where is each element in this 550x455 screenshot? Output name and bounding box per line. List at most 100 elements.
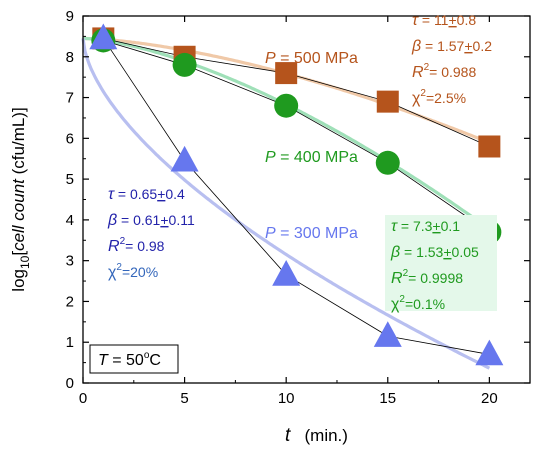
stats-symbol: R [391, 270, 403, 287]
stats-error: 0.11 [169, 212, 195, 228]
stats-pm: + [160, 212, 168, 228]
temperature-label: T = 50oC [98, 350, 161, 369]
square-marker [376, 90, 399, 113]
x-tick-label: 10 [278, 390, 295, 407]
stats-line-1-0: τ = 7.3+0.1 [391, 218, 460, 235]
stats-superscript: 2 [399, 294, 405, 305]
stats-symbol: τ [391, 218, 398, 235]
x-tick-label: 5 [180, 390, 188, 407]
stats-superscript: 2 [403, 268, 409, 279]
stats-error: 0.05 [452, 244, 479, 260]
x-axis-title: t (min.) [285, 425, 348, 446]
y-axis-unit: (cfu/mL)] [9, 107, 28, 179]
triangle-marker [89, 23, 118, 50]
stats-value: = 7.3 [397, 218, 433, 234]
stats-symbol: χ [412, 90, 421, 107]
y-axis-title: log10[cell count (cfu/mL)] [9, 107, 32, 291]
y-tick-label: 9 [66, 8, 74, 25]
temperature-symbol: T [98, 352, 109, 369]
stats-error: 0.1 [441, 218, 461, 234]
stats-symbol: β [107, 212, 117, 229]
y-axis-bracket: [ [9, 251, 28, 256]
series-label-value: = 500 MPa [276, 50, 358, 67]
x-tick-label: 20 [481, 390, 498, 407]
series-label-0: P = 500 MPa [265, 50, 358, 67]
stats-line-1-2: R2= 0.9998 [391, 268, 463, 287]
triangle-marker [272, 260, 301, 286]
temperature-value: = 50 [108, 352, 144, 369]
y-axis-quantity: cell count [9, 178, 28, 251]
y-tick-label: 8 [66, 49, 74, 66]
temperature-unit: C [149, 352, 161, 369]
stats-symbol: χ [391, 296, 400, 313]
stats-value: =2.5% [426, 90, 466, 106]
square-marker [275, 62, 298, 85]
stats-line-2-2: R2= 0.98 [108, 236, 165, 255]
y-tick-label: 5 [66, 171, 74, 188]
fit-curves [81, 36, 491, 370]
fit-curve-2 [81, 38, 491, 370]
square-marker [478, 135, 501, 158]
stats-line-0-3: χ2=2.5% [412, 88, 466, 107]
stats-value: = 1.57 [421, 38, 464, 54]
stats-value: = 0.61 [117, 212, 160, 228]
x-axis-variable: t [285, 425, 291, 446]
stats-line-0-2: R2= 0.988 [412, 62, 476, 81]
y-axis-log: log [9, 269, 28, 292]
data-markers [89, 23, 504, 366]
y-tick-label: 6 [66, 130, 74, 147]
stats-value: = 0.98 [125, 238, 165, 254]
x-axis-unit: (min.) [290, 426, 348, 445]
stats-value: = 11 [418, 12, 449, 28]
stats-superscript: 2 [424, 62, 430, 73]
temperature-degree: o [144, 350, 150, 361]
stats-line-2-1: β = 0.61+0.11 [107, 212, 195, 229]
stats-line-2-0: τ = 0.65+0.4 [108, 186, 185, 203]
stats-pm: + [157, 186, 165, 202]
stats-superscript: 2 [120, 236, 126, 247]
stats-error: 0.4 [165, 186, 185, 202]
stats-value: = 0.65 [114, 186, 157, 202]
y-tick-label: 0 [66, 375, 74, 392]
series-label-symbol: P [265, 50, 276, 67]
stats-error: 0.2 [473, 38, 493, 54]
stats-symbol: β [390, 244, 400, 261]
stats-pm: + [443, 244, 451, 260]
stats-line-0-0: τ = 11+0.8 [412, 12, 476, 29]
x-tick-label: 15 [379, 390, 396, 407]
y-tick-label: 1 [66, 334, 74, 351]
stats-value: = 0.9998 [408, 270, 463, 286]
triangle-marker [170, 145, 199, 172]
y-axis-log-base: 10 [18, 255, 32, 269]
series-label-2: P = 300 MPa [265, 225, 358, 242]
circle-marker [274, 93, 299, 118]
series-label-value: = 300 MPa [276, 225, 358, 242]
stats-pm: + [448, 12, 456, 28]
y-tick-label: 4 [66, 212, 74, 229]
stats-symbol: R [108, 238, 120, 255]
y-tick-label: 3 [66, 253, 74, 270]
series-label-symbol: P [265, 149, 276, 166]
series-label-symbol: P [265, 225, 276, 242]
temperature-box [89, 344, 179, 374]
stats-value: = 1.53 [400, 244, 443, 260]
series-label-value: = 400 MPa [276, 149, 358, 166]
circle-marker [172, 52, 197, 77]
y-tick-label: 2 [66, 293, 74, 310]
x-tick-label: 0 [79, 390, 87, 407]
triangle-marker [373, 321, 402, 347]
stats-line-0-1: β = 1.57+0.2 [411, 38, 492, 55]
stats-superscript: 2 [116, 262, 122, 273]
stats-value: =0.1% [405, 296, 445, 312]
stats-symbol: R [412, 64, 424, 81]
stats-symbol: τ [108, 186, 115, 203]
stats-line-1-3: χ2=0.1% [391, 294, 445, 313]
triangle-marker [475, 339, 504, 366]
stats-pm: + [464, 38, 472, 54]
stats-error: 0.8 [457, 12, 477, 28]
stats-superscript: 2 [420, 88, 426, 99]
circle-marker [375, 150, 400, 175]
